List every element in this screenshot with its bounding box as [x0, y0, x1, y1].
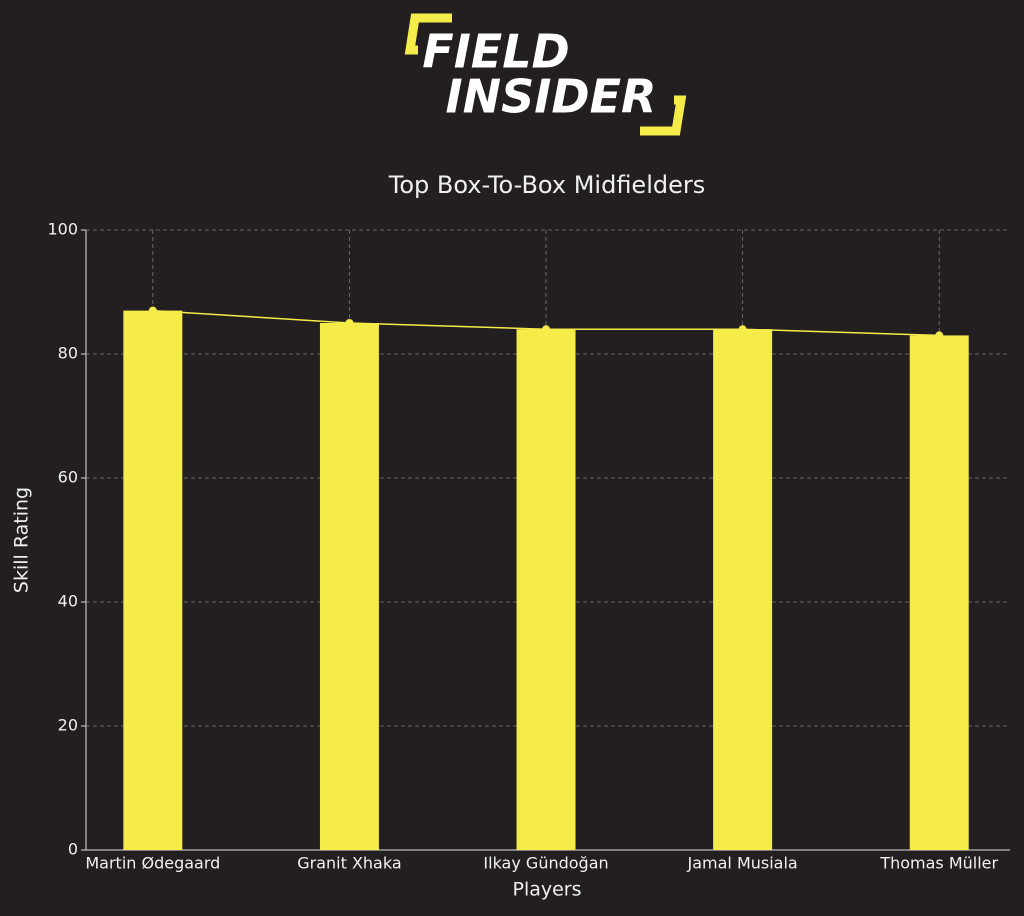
x-axis-label: Players [512, 879, 581, 901]
logo-bracket [404, 13, 452, 55]
x-tick-label: Ilkay Gündoğan [483, 854, 608, 873]
y-tick-label: 100 [47, 220, 78, 239]
bar [319, 323, 379, 850]
bar [713, 329, 773, 850]
line-marker [148, 306, 157, 315]
x-tick-label: Granit Xhaka [297, 854, 401, 873]
y-tick-label: 60 [58, 468, 78, 487]
logo-text: INSIDER [446, 70, 657, 124]
bar [909, 335, 969, 850]
line-marker [542, 325, 551, 334]
y-tick-label: 40 [58, 592, 78, 611]
chart-title: Top Box-To-Box Midfielders [388, 171, 706, 199]
y-tick-label: 80 [58, 344, 78, 363]
x-tick-label: Jamal Musiala [687, 854, 798, 873]
logo: FIELD INSIDER [404, 13, 687, 136]
line-marker [738, 325, 747, 334]
y-tick-label: 20 [58, 716, 78, 735]
line-marker [935, 331, 944, 340]
line-marker [345, 319, 354, 327]
bar [123, 310, 183, 851]
x-tick-label: Thomas Müller [879, 854, 998, 873]
logo-text: FIELD [422, 25, 569, 79]
x-tick-label: Martin Ødegaard [85, 854, 220, 873]
y-axis-label: Skill Rating [11, 487, 33, 593]
y-tick-label: 0 [68, 840, 78, 859]
logo-bracket [640, 95, 687, 136]
bar [516, 329, 576, 850]
